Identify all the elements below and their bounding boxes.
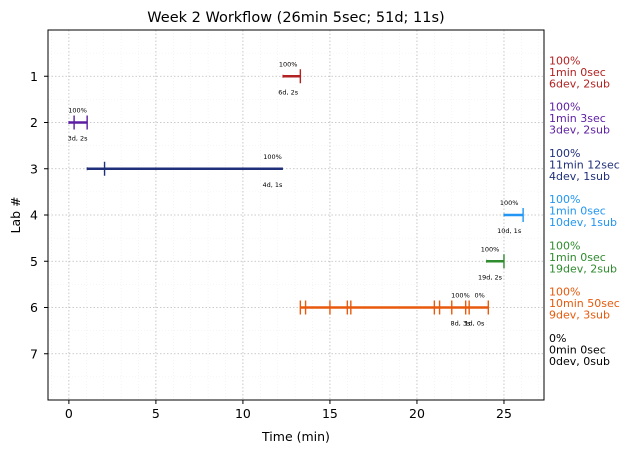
x-tick-label: 20: [409, 406, 425, 421]
y-tick-label: 1: [30, 69, 38, 84]
lab-6-pct-label: 100%: [451, 292, 470, 300]
lab-5-sub-label: 19d, 2s: [478, 273, 503, 281]
y-tick-label: 7: [30, 346, 38, 361]
x-axis-label: Time (min): [261, 429, 330, 444]
lab-2-sub-label: 3d, 2s: [68, 135, 89, 143]
lab-bars: [68, 69, 524, 315]
lab-2-pct-label: 100%: [68, 107, 87, 115]
lab-3-pct-label: 100%: [263, 153, 282, 161]
lab-3-summary-line: 4dev, 1sub: [549, 170, 610, 183]
lab-6-summary-line: 100%: [549, 286, 580, 299]
lab-5-summary-line: 1min 0sec: [549, 251, 606, 264]
lab-7-summary-line: 0min 0sec: [549, 343, 606, 356]
lab-3-summary-line: 100%: [549, 147, 580, 160]
lab-7-summary-line: 0dev, 0sub: [549, 355, 610, 368]
lab-1-pct-label: 100%: [279, 60, 298, 68]
lab-1-summary-line: 1min 0sec: [549, 66, 606, 79]
lab-1-summary-line: 6dev, 2sub: [549, 77, 610, 90]
axis-ticks: 0 5 10 15 20 25 1 2 3 4 5 6 7: [30, 69, 512, 421]
x-tick-label: 10: [235, 406, 251, 421]
lab-2-summary-line: 3dev, 2sub: [549, 124, 610, 137]
lab-7-summary-line: 0%: [549, 332, 566, 345]
lab-1-summary-line: 100%: [549, 54, 580, 67]
lab-3-sub-label: 4d, 1s: [263, 181, 284, 189]
lab-1-sub-label: 6d, 2s: [278, 88, 299, 96]
lab-6-pct-label: 0%: [474, 292, 484, 300]
lab-4-summary-line: 10dev, 1sub: [549, 216, 617, 229]
bar-annotations: 100% 6d, 2s 100% 3d, 2s 100% 4d, 1s 100% 10d, 1…: [68, 60, 522, 327]
lab-4-sub-label: 10d, 1s: [497, 227, 522, 235]
lab-5-pct-label: 100%: [481, 245, 500, 253]
x-tick-label: 25: [496, 406, 512, 421]
lab-4-summary-line: 100%: [549, 193, 580, 206]
lab-6-sub-label: 8d, 3s: [451, 320, 472, 328]
lab-2-summary-line: 100%: [549, 101, 580, 114]
lab-5-summary-line: 100%: [549, 239, 580, 252]
x-tick-label: 0: [65, 406, 73, 421]
lab-6-summary-line: 9dev, 3sub: [549, 309, 610, 322]
chart-title: Week 2 Workflow (26min 5sec; 51d; 11s): [147, 10, 444, 26]
y-tick-label: 3: [30, 161, 38, 176]
y-axis-label: Lab #: [8, 196, 23, 233]
y-tick-label: 2: [30, 115, 38, 130]
lab-6-sub-label: 1d, 0s: [464, 320, 485, 328]
x-tick-label: 15: [322, 406, 338, 421]
lab-6-summary-line: 10min 50sec: [549, 297, 620, 310]
lab-2-summary-line: 1min 3sec: [549, 112, 606, 125]
y-tick-label: 5: [30, 254, 38, 269]
y-tick-label: 6: [30, 300, 38, 315]
lab-4-summary-line: 1min 0sec: [549, 205, 606, 218]
lab-3-summary-line: 11min 12sec: [549, 158, 620, 171]
y-tick-label: 4: [30, 208, 38, 223]
x-tick-label: 5: [152, 406, 160, 421]
lab-4-pct-label: 100%: [500, 199, 519, 207]
lab-5-summary-line: 19dev, 2sub: [549, 262, 617, 275]
